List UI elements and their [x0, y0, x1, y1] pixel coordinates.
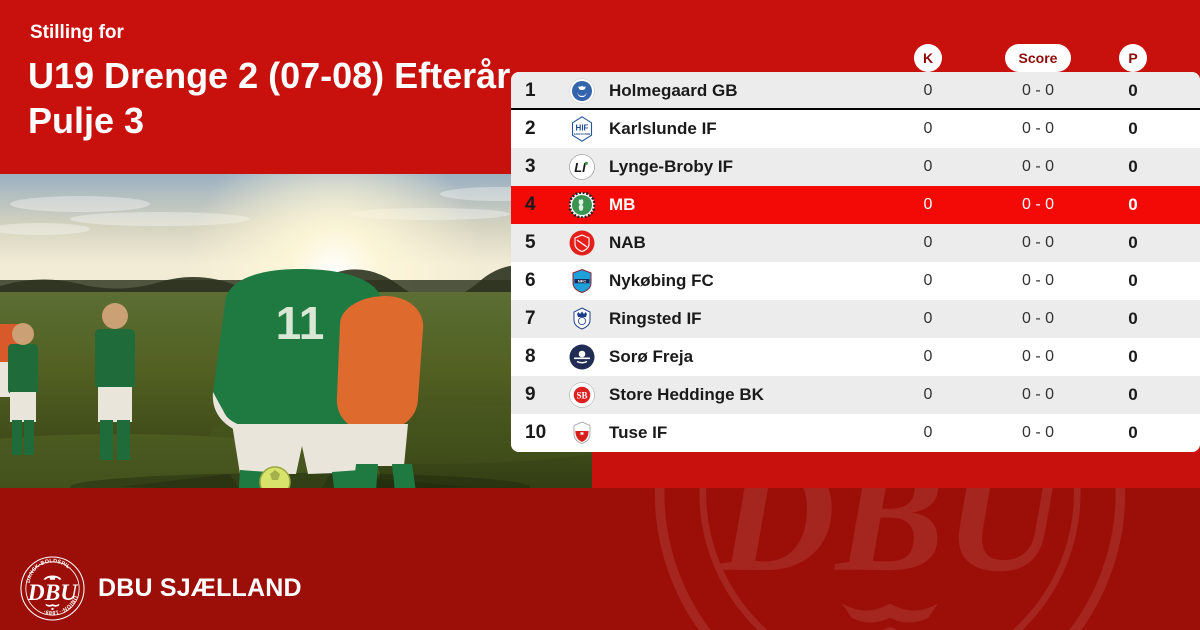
svg-text:DBU: DBU	[27, 580, 78, 606]
svg-text:DBU: DBU	[716, 488, 1070, 606]
svg-text:HIF: HIF	[576, 124, 589, 133]
svg-text:SB: SB	[576, 390, 587, 400]
svg-text:NFC: NFC	[578, 278, 586, 283]
svg-text:LI: LI	[574, 160, 586, 175]
svg-text:KARLSLUNDE: KARLSLUNDE	[574, 133, 591, 136]
svg-text:11: 11	[276, 297, 325, 349]
